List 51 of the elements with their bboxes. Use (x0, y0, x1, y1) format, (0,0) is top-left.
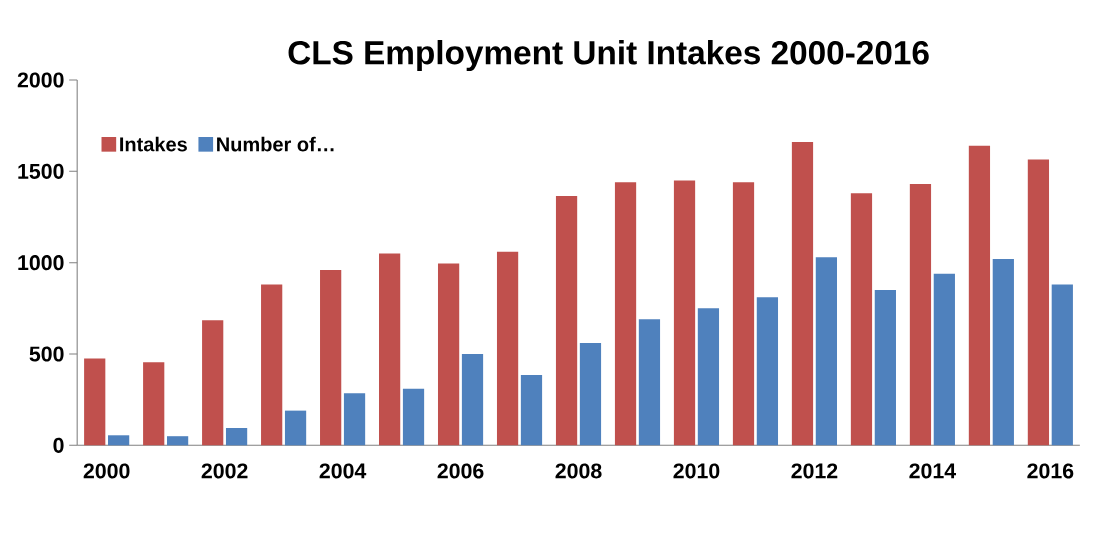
x-tick-label: 2016 (1027, 463, 1074, 479)
bar (108, 435, 130, 446)
bar (143, 362, 165, 446)
y-tick-label: 500 (29, 346, 64, 362)
bar (756, 297, 779, 446)
y-tick-label: 1000 (18, 255, 64, 271)
x-tick-label: 2000 (83, 463, 130, 479)
bar (320, 269, 342, 446)
x-tick-label: 2008 (555, 463, 602, 479)
bar (614, 182, 637, 446)
bar (850, 193, 873, 446)
x-tick-label: 2014 (909, 463, 957, 479)
bar (166, 436, 189, 446)
x-tick-label: 2006 (437, 463, 484, 479)
bar (437, 263, 460, 446)
chart-title: CLS Employment Unit Intakes 2000-2016 (288, 40, 929, 72)
bar (697, 308, 720, 446)
bar (874, 290, 896, 446)
bar (202, 320, 224, 446)
bar (402, 388, 425, 446)
bar (284, 410, 307, 446)
bar (933, 273, 955, 446)
x-tick-label: 2002 (201, 463, 248, 479)
bar (343, 393, 366, 446)
bar (461, 354, 484, 446)
x-tick-label: 2012 (791, 463, 838, 479)
bar (992, 259, 1014, 446)
bar (1027, 159, 1050, 446)
bar (379, 253, 401, 446)
y-tick-label: 0 (53, 437, 64, 453)
bar (261, 284, 283, 446)
x-tick-label: 2004 (319, 463, 367, 479)
bar (1051, 284, 1073, 446)
bar (84, 358, 106, 446)
bar (555, 195, 578, 446)
x-tick-label: 2010 (673, 463, 720, 479)
bar (225, 427, 248, 446)
legend-label: Number of… (217, 136, 334, 152)
bar (968, 145, 991, 446)
bar (815, 257, 838, 446)
bar (579, 343, 602, 446)
legend-label: Intakes (120, 136, 187, 152)
bar (909, 184, 932, 446)
bar (520, 375, 543, 446)
bar (732, 182, 755, 446)
bar (638, 319, 661, 446)
bar (673, 180, 696, 446)
y-tick-label: 2000 (17, 72, 64, 88)
y-tick-label: 1500 (18, 163, 64, 179)
bar (791, 142, 814, 446)
bar (496, 251, 519, 446)
